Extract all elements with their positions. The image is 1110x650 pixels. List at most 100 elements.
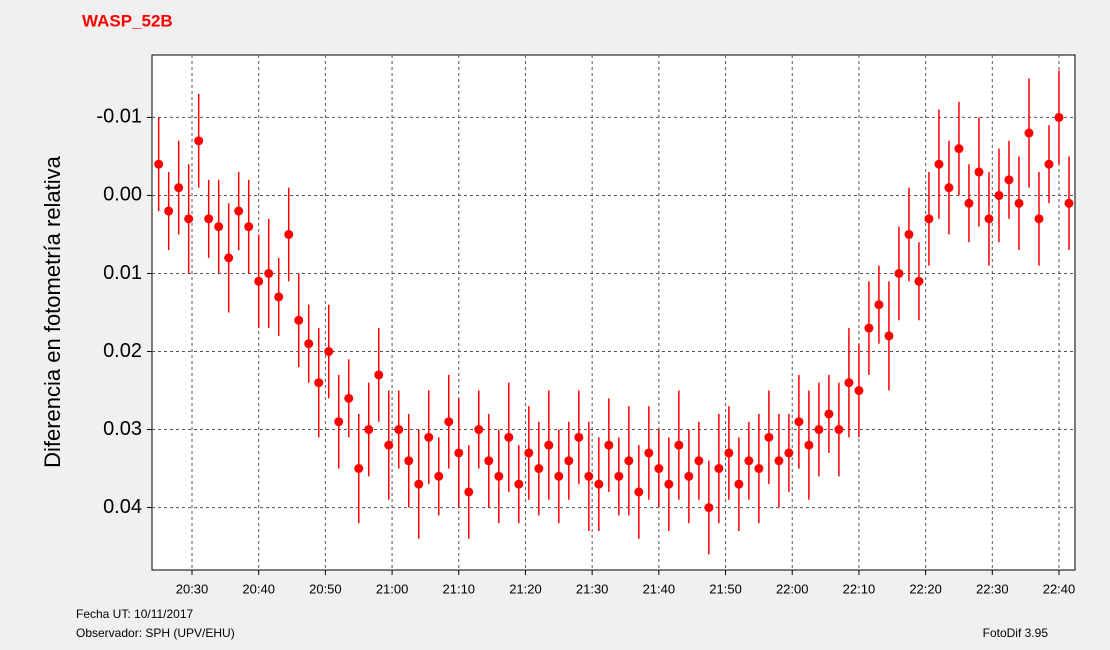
data-point [1044, 159, 1054, 169]
plot-area [151, 54, 1076, 571]
data-point [764, 432, 774, 442]
x-tick-label: 22:40 [1043, 581, 1076, 596]
data-point [544, 440, 554, 450]
data-point [1054, 112, 1064, 122]
y-axis-label: Diferencia en fotometría relativa [40, 155, 65, 468]
data-point [804, 440, 814, 450]
data-point [484, 456, 494, 466]
x-tick-label: 21:20 [509, 581, 542, 596]
data-point [374, 370, 384, 380]
data-point [884, 331, 894, 341]
data-point [244, 222, 254, 232]
x-tick-label: 21:50 [709, 581, 742, 596]
data-point [424, 432, 434, 442]
data-point [744, 456, 754, 466]
data-point [404, 456, 414, 466]
data-point [454, 448, 464, 458]
data-point [914, 276, 924, 286]
data-point [534, 464, 544, 474]
data-point [654, 464, 664, 474]
data-point [314, 378, 324, 388]
data-point [674, 440, 684, 450]
data-point [1064, 198, 1074, 208]
data-point [154, 159, 164, 169]
data-point [354, 464, 364, 474]
data-point [704, 503, 714, 513]
data-point [904, 229, 914, 239]
data-point [614, 471, 624, 481]
data-point [754, 464, 764, 474]
x-tick-label: 20:50 [309, 581, 342, 596]
data-point [214, 222, 224, 232]
data-point [714, 464, 724, 474]
y-tick-label: -0.01 [96, 106, 142, 128]
y-tick-label: 0.04 [103, 496, 142, 518]
y-tick-label: 0.00 [103, 184, 142, 206]
data-point [724, 448, 734, 458]
data-point [774, 456, 784, 466]
data-point [334, 417, 344, 427]
data-point [234, 206, 244, 216]
data-point [414, 479, 424, 489]
data-point [794, 417, 804, 427]
data-point [594, 479, 604, 489]
data-point [364, 425, 374, 435]
data-point [734, 479, 744, 489]
data-point [694, 456, 704, 466]
data-point [1014, 198, 1024, 208]
data-point [164, 206, 174, 216]
x-tick-label: 20:40 [242, 581, 275, 596]
data-point [264, 268, 274, 278]
data-point [994, 190, 1004, 200]
data-point [224, 253, 234, 263]
x-tick-label: 21:40 [643, 581, 676, 596]
data-point [644, 448, 654, 458]
footer-software: FotoDif 3.95 [983, 626, 1049, 640]
data-point [474, 425, 484, 435]
data-point [524, 448, 534, 458]
data-point [574, 432, 584, 442]
data-point [494, 471, 504, 481]
data-point [434, 471, 444, 481]
data-point [874, 300, 884, 310]
data-point [254, 276, 264, 286]
data-point [294, 315, 304, 325]
data-point [974, 167, 984, 177]
x-tick-label: 22:30 [976, 581, 1009, 596]
footer-date: Fecha UT: 10/11/2017 [76, 607, 194, 621]
data-point [554, 471, 564, 481]
data-point [384, 440, 394, 450]
x-tick-label: 22:00 [776, 581, 809, 596]
data-point [324, 347, 334, 357]
data-point [344, 393, 354, 403]
data-point [284, 229, 294, 239]
data-point [924, 214, 934, 224]
data-point [564, 456, 574, 466]
data-point [204, 214, 214, 224]
data-point [184, 214, 194, 224]
x-tick-label: 21:10 [443, 581, 476, 596]
data-point [1034, 214, 1044, 224]
data-point [984, 214, 994, 224]
y-tick-label: 0.03 [103, 418, 142, 440]
data-point [634, 487, 644, 497]
data-point [854, 386, 864, 396]
x-tick-label: 21:00 [376, 581, 409, 596]
data-point [394, 425, 404, 435]
x-tick-label: 21:30 [576, 581, 609, 596]
data-point [664, 479, 674, 489]
data-point [174, 183, 184, 193]
data-point [1004, 175, 1014, 185]
y-tick-label: 0.02 [103, 340, 142, 362]
data-point [894, 268, 904, 278]
data-point [1024, 128, 1034, 138]
data-point [954, 144, 964, 154]
data-point [814, 425, 824, 435]
data-point [464, 487, 474, 497]
data-point [684, 471, 694, 481]
data-point [444, 417, 454, 427]
data-point [864, 323, 874, 333]
y-tick-label: 0.01 [103, 262, 142, 284]
data-point [274, 292, 284, 302]
